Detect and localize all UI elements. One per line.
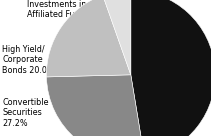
- Wedge shape: [131, 0, 211, 136]
- Text: High Yield/
Corporate
Bonds 20.0%: High Yield/ Corporate Bonds 20.0%: [2, 45, 71, 75]
- Wedge shape: [103, 0, 131, 75]
- Text: Common
Stock 47.4%: Common Stock 47.4%: [178, 75, 211, 94]
- Text: Convertible
Securities
27.2%: Convertible Securities 27.2%: [2, 98, 86, 128]
- Wedge shape: [46, 75, 145, 136]
- Text: Investments in
Affiliated Fund 5.4%: Investments in Affiliated Fund 5.4%: [27, 0, 112, 19]
- Wedge shape: [46, 0, 131, 77]
